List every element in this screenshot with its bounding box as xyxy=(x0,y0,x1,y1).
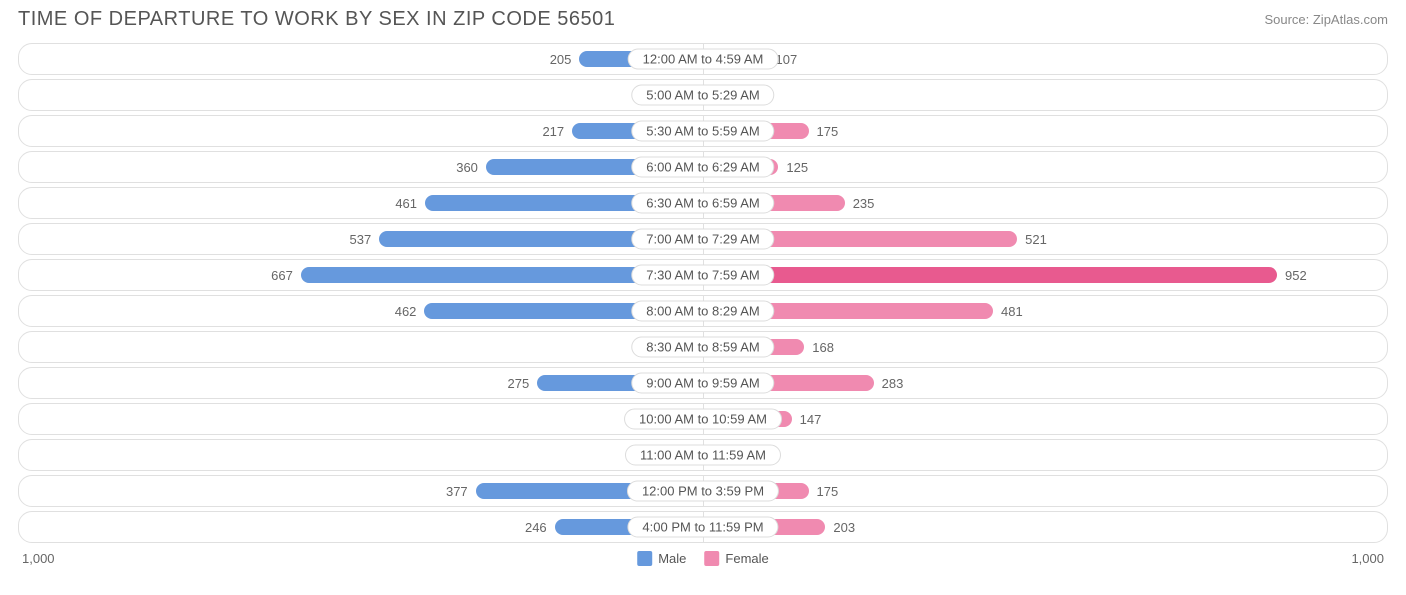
female-bar xyxy=(703,267,1277,283)
chart-row: 721688:30 AM to 8:59 AM xyxy=(18,331,1388,363)
male-value: 537 xyxy=(350,232,372,247)
male-value: 217 xyxy=(542,124,564,139)
female-value: 521 xyxy=(1025,232,1047,247)
female-value: 952 xyxy=(1285,268,1307,283)
male-value: 205 xyxy=(550,52,572,67)
legend-female: Female xyxy=(704,551,768,566)
chart-legend: Male Female xyxy=(637,551,769,566)
row-label: 12:00 PM to 3:59 PM xyxy=(627,481,779,502)
female-value: 481 xyxy=(1001,304,1023,319)
male-value: 275 xyxy=(507,376,529,391)
axis-right-label: 1,000 xyxy=(1351,551,1384,566)
chart-row: 667 952 7:30 AM to 7:59 AM xyxy=(18,259,1388,291)
chart-row: 377 175 12:00 PM to 3:59 PM xyxy=(18,475,1388,507)
male-value: 667 xyxy=(271,268,293,283)
row-label: 11:00 AM to 11:59 AM xyxy=(625,445,781,466)
chart-row: 461 235 6:30 AM to 6:59 AM xyxy=(18,187,1388,219)
row-label: 6:30 AM to 6:59 AM xyxy=(631,193,774,214)
row-label: 8:30 AM to 8:59 AM xyxy=(631,337,774,358)
female-value: 283 xyxy=(882,376,904,391)
row-label: 4:00 PM to 11:59 PM xyxy=(627,517,778,538)
female-half: 952 xyxy=(703,263,1307,287)
chart-row: 246 203 4:00 PM to 11:59 PM xyxy=(18,511,1388,543)
female-value: 175 xyxy=(817,484,839,499)
chart-source: Source: ZipAtlas.com xyxy=(1264,12,1388,27)
male-value: 462 xyxy=(395,304,417,319)
row-label: 6:00 AM to 6:29 AM xyxy=(631,157,774,178)
axis-row: 1,000 Male Female 1,000 xyxy=(0,547,1406,566)
row-label: 9:00 AM to 9:59 AM xyxy=(631,373,774,394)
chart-row: 70685:00 AM to 5:29 AM xyxy=(18,79,1388,111)
female-value: 147 xyxy=(800,412,822,427)
row-label: 7:30 AM to 7:59 AM xyxy=(631,265,774,286)
chart-row: 6614710:00 AM to 10:59 AM xyxy=(18,403,1388,435)
row-label: 7:00 AM to 7:29 AM xyxy=(631,229,774,250)
chart-body: 205 10712:00 AM to 4:59 AM 70685:00 AM to … xyxy=(0,43,1406,543)
swatch-female xyxy=(704,551,719,566)
chart-row: 275 283 9:00 AM to 9:59 AM xyxy=(18,367,1388,399)
female-value: 203 xyxy=(833,520,855,535)
legend-male-label: Male xyxy=(658,551,686,566)
male-value: 461 xyxy=(395,196,417,211)
male-value: 360 xyxy=(456,160,478,175)
row-label: 10:00 AM to 10:59 AM xyxy=(624,409,782,430)
male-value: 377 xyxy=(446,484,468,499)
axis-left-label: 1,000 xyxy=(22,551,55,566)
row-label: 8:00 AM to 8:29 AM xyxy=(631,301,774,322)
chart-row: 537 521 7:00 AM to 7:29 AM xyxy=(18,223,1388,255)
female-value: 107 xyxy=(776,52,798,67)
chart-row: 217 175 5:30 AM to 5:59 AM xyxy=(18,115,1388,147)
chart-row: 205 10712:00 AM to 4:59 AM xyxy=(18,43,1388,75)
male-value: 246 xyxy=(525,520,547,535)
chart-row: 360 125 6:00 AM to 6:29 AM xyxy=(18,151,1388,183)
female-value: 175 xyxy=(817,124,839,139)
legend-male: Male xyxy=(637,551,686,566)
row-label: 5:00 AM to 5:29 AM xyxy=(631,85,774,106)
female-value: 125 xyxy=(786,160,808,175)
female-value: 235 xyxy=(853,196,875,211)
chart-row: 893811:00 AM to 11:59 AM xyxy=(18,439,1388,471)
female-value: 168 xyxy=(812,340,834,355)
row-label: 12:00 AM to 4:59 AM xyxy=(628,49,779,70)
chart-row: 462 481 8:00 AM to 8:29 AM xyxy=(18,295,1388,327)
row-label: 5:30 AM to 5:59 AM xyxy=(631,121,774,142)
legend-female-label: Female xyxy=(725,551,768,566)
swatch-male xyxy=(637,551,652,566)
chart-header: TIME OF DEPARTURE TO WORK BY SEX IN ZIP … xyxy=(0,0,1406,43)
chart-title: TIME OF DEPARTURE TO WORK BY SEX IN ZIP … xyxy=(18,8,615,31)
